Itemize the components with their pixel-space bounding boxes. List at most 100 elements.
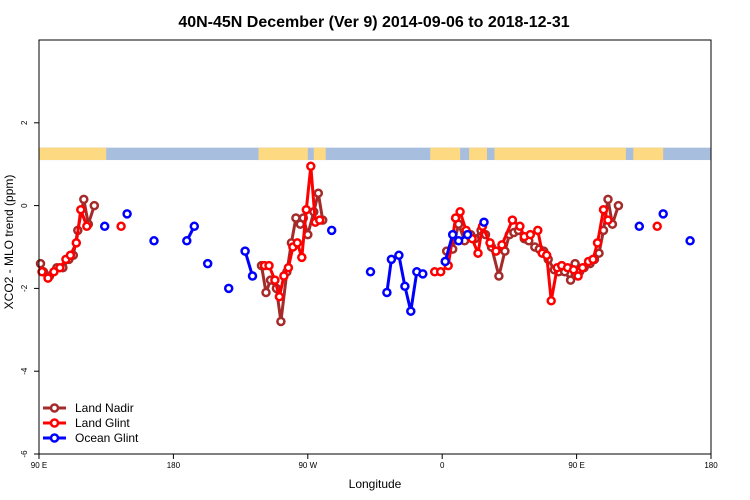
series-layer [35,161,695,327]
data-point [76,204,86,215]
y-tick-label: 2 [20,120,29,125]
data-point [541,250,552,261]
legend-label: Land Glint [75,416,130,430]
land-band-segment [494,147,626,161]
y-tick-label: -6 [20,450,29,458]
data-point [652,221,662,232]
data-point [382,287,392,298]
data-point [55,262,65,273]
legend-marker [49,418,60,428]
data-point [588,254,598,265]
data-point [79,194,89,205]
land-band-segment [469,147,487,161]
data-point [240,246,250,256]
data-point [365,267,376,277]
data-point [301,204,312,215]
data-point [65,250,76,261]
data-point [43,273,53,283]
data-point [546,296,556,306]
y-tick-label: -4 [20,367,29,375]
data-point [603,215,613,225]
data-point [122,209,132,219]
data-point [116,221,126,232]
x-tick-label: 0 [440,461,445,470]
legend-label: Ocean Glint [75,431,139,445]
data-point [485,238,495,248]
data-point [435,267,446,277]
y-axis: -6 -4 -2 0 2 [20,120,39,458]
data-point [35,258,46,269]
y-tick-label: 0 [20,203,29,208]
data-point [406,306,416,316]
land-band-segment [313,147,326,161]
data-point [283,262,294,273]
data-point [507,215,518,225]
land-band-segment [258,147,308,161]
data-point [274,291,285,302]
x-tick-label: 90 E [31,461,47,470]
data-point [223,283,234,294]
data-point [37,267,47,277]
data-point [491,246,501,256]
legend-marker [49,433,60,443]
data-point [189,221,200,232]
data-point [386,254,397,265]
data-point [473,248,483,258]
data-point [276,316,286,327]
data-point [326,225,337,236]
data-point [71,238,82,248]
data-point [447,229,458,240]
data-point [99,221,110,232]
land-ocean-band [39,147,711,161]
data-point [533,225,543,236]
data-point [82,221,92,232]
data-point [202,258,213,269]
data-point [634,221,645,232]
y-tick-label: -2 [20,284,29,292]
x-axis: 90 E 180 90 W 0 90 E 180 [31,454,718,470]
data-point [149,236,159,246]
data-point [306,161,316,172]
x-axis-label: Longitude [349,477,402,491]
x-tick-label: 90 E [568,461,584,470]
data-point [89,200,100,211]
series-ocean-glint [99,209,695,316]
land-band-segment [430,147,461,161]
data-point [418,269,428,279]
data-point [313,188,324,198]
data-point [261,287,271,298]
legend-label: Land Nadir [75,401,134,415]
data-point [450,213,461,223]
data-point [270,275,280,285]
data-point [455,207,465,217]
data-point [292,238,303,248]
data-point [565,275,576,285]
data-point [592,238,603,248]
data-point [49,267,59,277]
data-point [297,252,307,263]
data-point [598,204,609,215]
data-point [613,200,624,211]
data-point [182,236,192,246]
data-point [568,265,579,275]
land-band-segment [39,147,107,161]
data-point [658,209,668,219]
legend-item: Ocean Glint [43,431,139,445]
data-point [453,236,464,246]
data-point [525,229,536,240]
data-point [314,215,325,225]
data-point [479,217,489,227]
series-line [39,197,96,278]
legend-item: Land Glint [43,416,130,430]
data-point [394,250,404,261]
data-point [515,221,525,232]
data-point [264,260,274,271]
data-point [400,281,410,292]
data-point [577,262,588,273]
data-point [573,271,583,281]
legend-marker [49,403,60,413]
land-band-segment [633,147,664,161]
data-point [462,229,473,240]
